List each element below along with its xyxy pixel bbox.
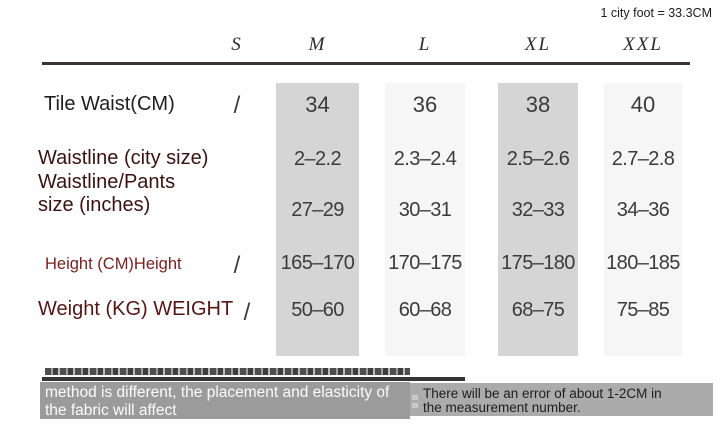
column-header-xxl: XXL xyxy=(623,34,663,55)
row-label-weight: Weight (KG) WEIGHT xyxy=(38,298,234,320)
row-label-waistline-line3: size (inches) xyxy=(38,194,151,216)
footer-note-right-line2: the measurement number. xyxy=(423,399,581,415)
column-band-xl xyxy=(498,83,578,356)
compressed-text-artifact xyxy=(45,368,410,375)
footer-note-left-line1: method is different, the placement and e… xyxy=(45,384,390,401)
cell-waistline-city-l: 2.3–2.4 xyxy=(393,148,457,170)
cell-weight-xl: 68–75 xyxy=(511,299,565,321)
footer-note-left: method is different, the placement and e… xyxy=(40,382,410,419)
cell-waistline-inches-xl: 32–33 xyxy=(511,199,565,221)
cell-weight-m: 50–60 xyxy=(291,299,344,321)
cell-tile-waist-xxl: 40 xyxy=(630,92,656,117)
cell-waistline-inches-xxl: 34–36 xyxy=(616,199,670,221)
footer-rule xyxy=(42,377,465,381)
cell-waistline-city-m: 2–2.2 xyxy=(293,148,342,170)
column-header-xl: XL xyxy=(524,34,552,55)
row-label-waistline: Waistline (city size) Waistline/Pants si… xyxy=(38,147,208,218)
cell-height-s: / xyxy=(233,252,241,279)
cell-height-xxl: 180–185 xyxy=(606,252,680,274)
footer-note-right: There will be an error of about 1-2CM in… xyxy=(410,383,713,416)
cell-waistline-inches-m: 27–29 xyxy=(291,199,344,221)
footer-note-left-line2: the fabric will affect xyxy=(45,401,177,419)
cell-tile-waist-s: / xyxy=(233,92,241,119)
cell-tile-waist-m: 34 xyxy=(305,92,330,117)
column-band-l xyxy=(385,83,465,356)
column-header-s: S xyxy=(231,34,243,55)
cell-waistline-city-xl: 2.5–2.6 xyxy=(506,148,570,170)
row-label-waistline-line1: Waistline (city size) xyxy=(38,147,209,169)
cell-waistline-inches-l: 30–31 xyxy=(398,199,452,221)
header-rule xyxy=(42,62,690,65)
unit-conversion-note: 1 city foot = 33.3CM xyxy=(600,6,712,20)
cell-waistline-city-xxl: 2.7–2.8 xyxy=(611,148,675,170)
column-band-xxl xyxy=(604,83,682,356)
cell-height-xl: 175–180 xyxy=(501,252,575,274)
row-label-height: Height (CM)Height xyxy=(45,255,182,273)
cell-weight-s: / xyxy=(243,299,251,326)
footer-note-right-line1: There will be an error of about 1-2CM in xyxy=(423,386,662,401)
row-label-waistline-line2: Waistline/Pants xyxy=(38,170,176,193)
cell-height-l: 170–175 xyxy=(388,252,462,274)
cell-height-m: 165–170 xyxy=(280,252,355,274)
cell-tile-waist-xl: 38 xyxy=(525,92,551,117)
column-band-m xyxy=(276,83,359,356)
divider-artifact-glyph xyxy=(412,395,418,400)
row-label-tile-waist: Tile Waist(CM) xyxy=(44,93,175,115)
cell-tile-waist-l: 36 xyxy=(412,92,438,117)
cell-weight-xxl: 75–85 xyxy=(616,299,670,321)
cell-weight-l: 60–68 xyxy=(398,299,452,321)
column-header-l: L xyxy=(418,34,432,55)
column-header-m: M xyxy=(308,34,327,55)
